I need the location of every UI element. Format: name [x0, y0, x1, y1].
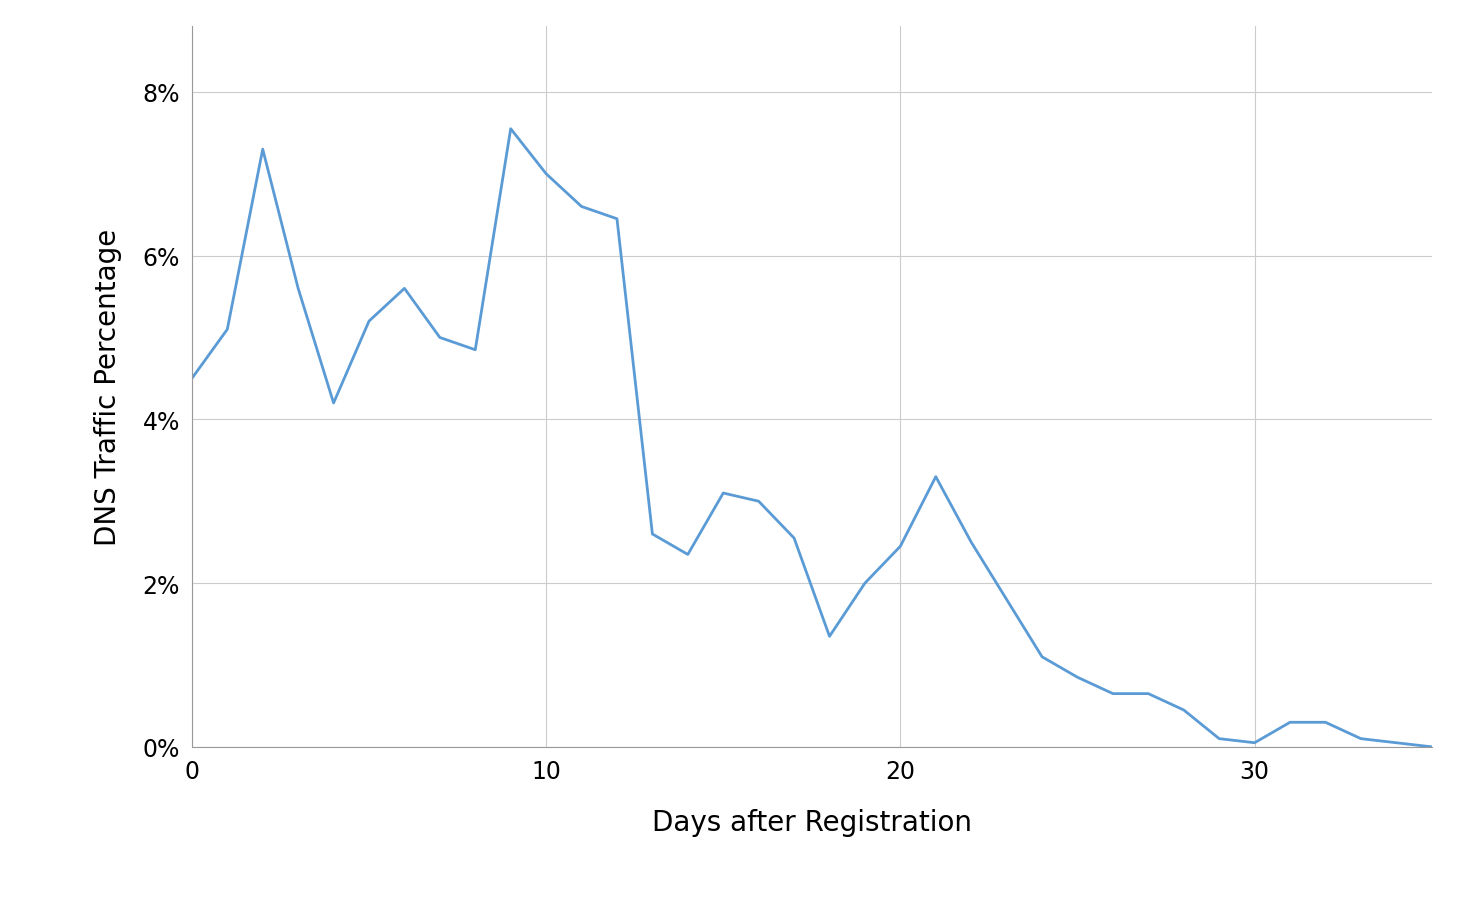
Y-axis label: DNS Traffic Percentage: DNS Traffic Percentage	[94, 229, 121, 546]
X-axis label: Days after Registration: Days after Registration	[652, 808, 971, 835]
